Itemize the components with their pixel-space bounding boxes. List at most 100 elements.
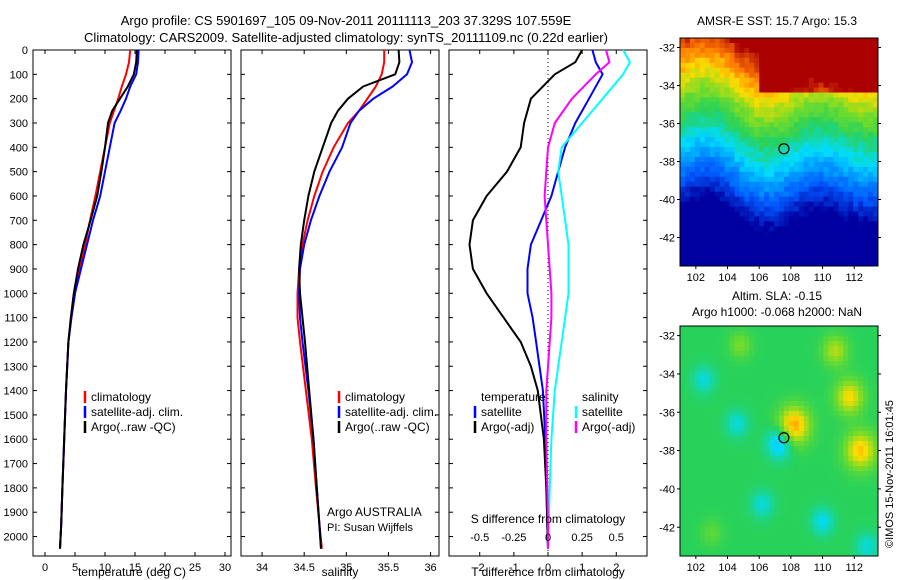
map-cell (818, 461, 825, 467)
map-cell (843, 511, 849, 517)
map-cell (793, 361, 800, 367)
map-cell (684, 62, 691, 69)
map-cell (774, 181, 780, 188)
map-cell (833, 351, 839, 357)
map-cell (739, 147, 745, 153)
map-cell (734, 171, 740, 178)
map-cell (759, 436, 765, 442)
map-cell (749, 122, 755, 128)
map-cell (803, 511, 810, 517)
map-cell (823, 142, 830, 148)
map-cell (793, 531, 800, 537)
map-cell (863, 536, 869, 542)
map-cell (833, 451, 839, 457)
map-cell (714, 526, 721, 532)
map-cell (694, 541, 701, 547)
map-cell (709, 336, 716, 342)
map-cell (724, 92, 731, 99)
map-cell (759, 406, 765, 412)
map-cell (689, 376, 696, 382)
map-cell (823, 406, 830, 412)
map-cell (774, 97, 780, 104)
map-cell (848, 62, 854, 69)
map-cell (689, 461, 696, 467)
map-cell (833, 521, 839, 527)
map-cell (838, 161, 844, 168)
map-cell (680, 196, 686, 203)
map-cell (689, 256, 696, 262)
map-cell (714, 496, 721, 502)
map-cell (833, 256, 839, 262)
map-cell (684, 211, 691, 218)
map-cell (813, 231, 820, 237)
map-cell (783, 256, 790, 262)
series-line-cyan (547, 49, 631, 549)
map-cell (843, 481, 849, 487)
map-cell (818, 346, 825, 352)
map-cell (788, 351, 795, 357)
map-cell (759, 72, 765, 79)
map-cell (779, 396, 785, 402)
map-cell (838, 77, 844, 84)
map-cell (838, 421, 844, 427)
map-cell (828, 501, 835, 507)
map-cell (719, 181, 726, 188)
map-cell (749, 431, 755, 437)
map-cell (694, 341, 701, 347)
map-cell (689, 466, 696, 472)
map-cell (719, 117, 726, 123)
map-cell (729, 511, 736, 517)
map-cell (729, 491, 736, 497)
map-cell (848, 491, 854, 497)
map-cell (744, 436, 750, 442)
map-cell (724, 446, 731, 452)
map-cell (734, 516, 740, 522)
s-tick-label: -0.25 (501, 532, 526, 544)
map-cell (734, 356, 740, 362)
map-cell (764, 251, 770, 257)
map-cell (828, 496, 835, 502)
map-cell (689, 152, 696, 158)
map-cell (714, 132, 721, 138)
map-cell (843, 461, 849, 467)
map-cell (729, 406, 736, 412)
map-cell (783, 511, 790, 517)
map-cell (709, 236, 716, 242)
map-cell (744, 161, 750, 168)
map-cell (838, 541, 844, 547)
map-cell (853, 176, 859, 183)
lon-tick-label: 112 (845, 562, 863, 574)
map-cell (788, 476, 795, 482)
map-cell (823, 351, 830, 357)
map-cell (873, 346, 878, 352)
map-cell (808, 107, 815, 113)
map-cell (853, 77, 859, 84)
map-cell (838, 201, 844, 208)
map-cell (823, 536, 830, 542)
map-cell (769, 62, 775, 69)
map-cell (759, 211, 765, 218)
map-cell (714, 551, 721, 556)
map-cell (749, 47, 755, 54)
map-cell (749, 176, 755, 183)
map-cell (749, 461, 755, 467)
map-cell (863, 376, 869, 382)
map-cell (793, 386, 800, 392)
legend-satellite-label: satellite-adj. clim. (91, 405, 183, 419)
map-cell (818, 201, 825, 208)
map-cell (694, 47, 701, 54)
map-cell (858, 441, 864, 447)
map-cell (704, 476, 711, 482)
map-cell (793, 426, 800, 432)
map-cell (764, 416, 770, 422)
salinity-xlabel: salinity (322, 565, 359, 579)
map-cell (719, 541, 726, 547)
map-cell (764, 152, 770, 158)
map-cell (818, 341, 825, 347)
map-cell (699, 426, 706, 432)
map-cell (704, 226, 711, 232)
map-cell (709, 132, 716, 138)
x-tick-label: 0 (545, 562, 551, 574)
map-cell (734, 97, 740, 104)
map-cell (793, 57, 800, 64)
